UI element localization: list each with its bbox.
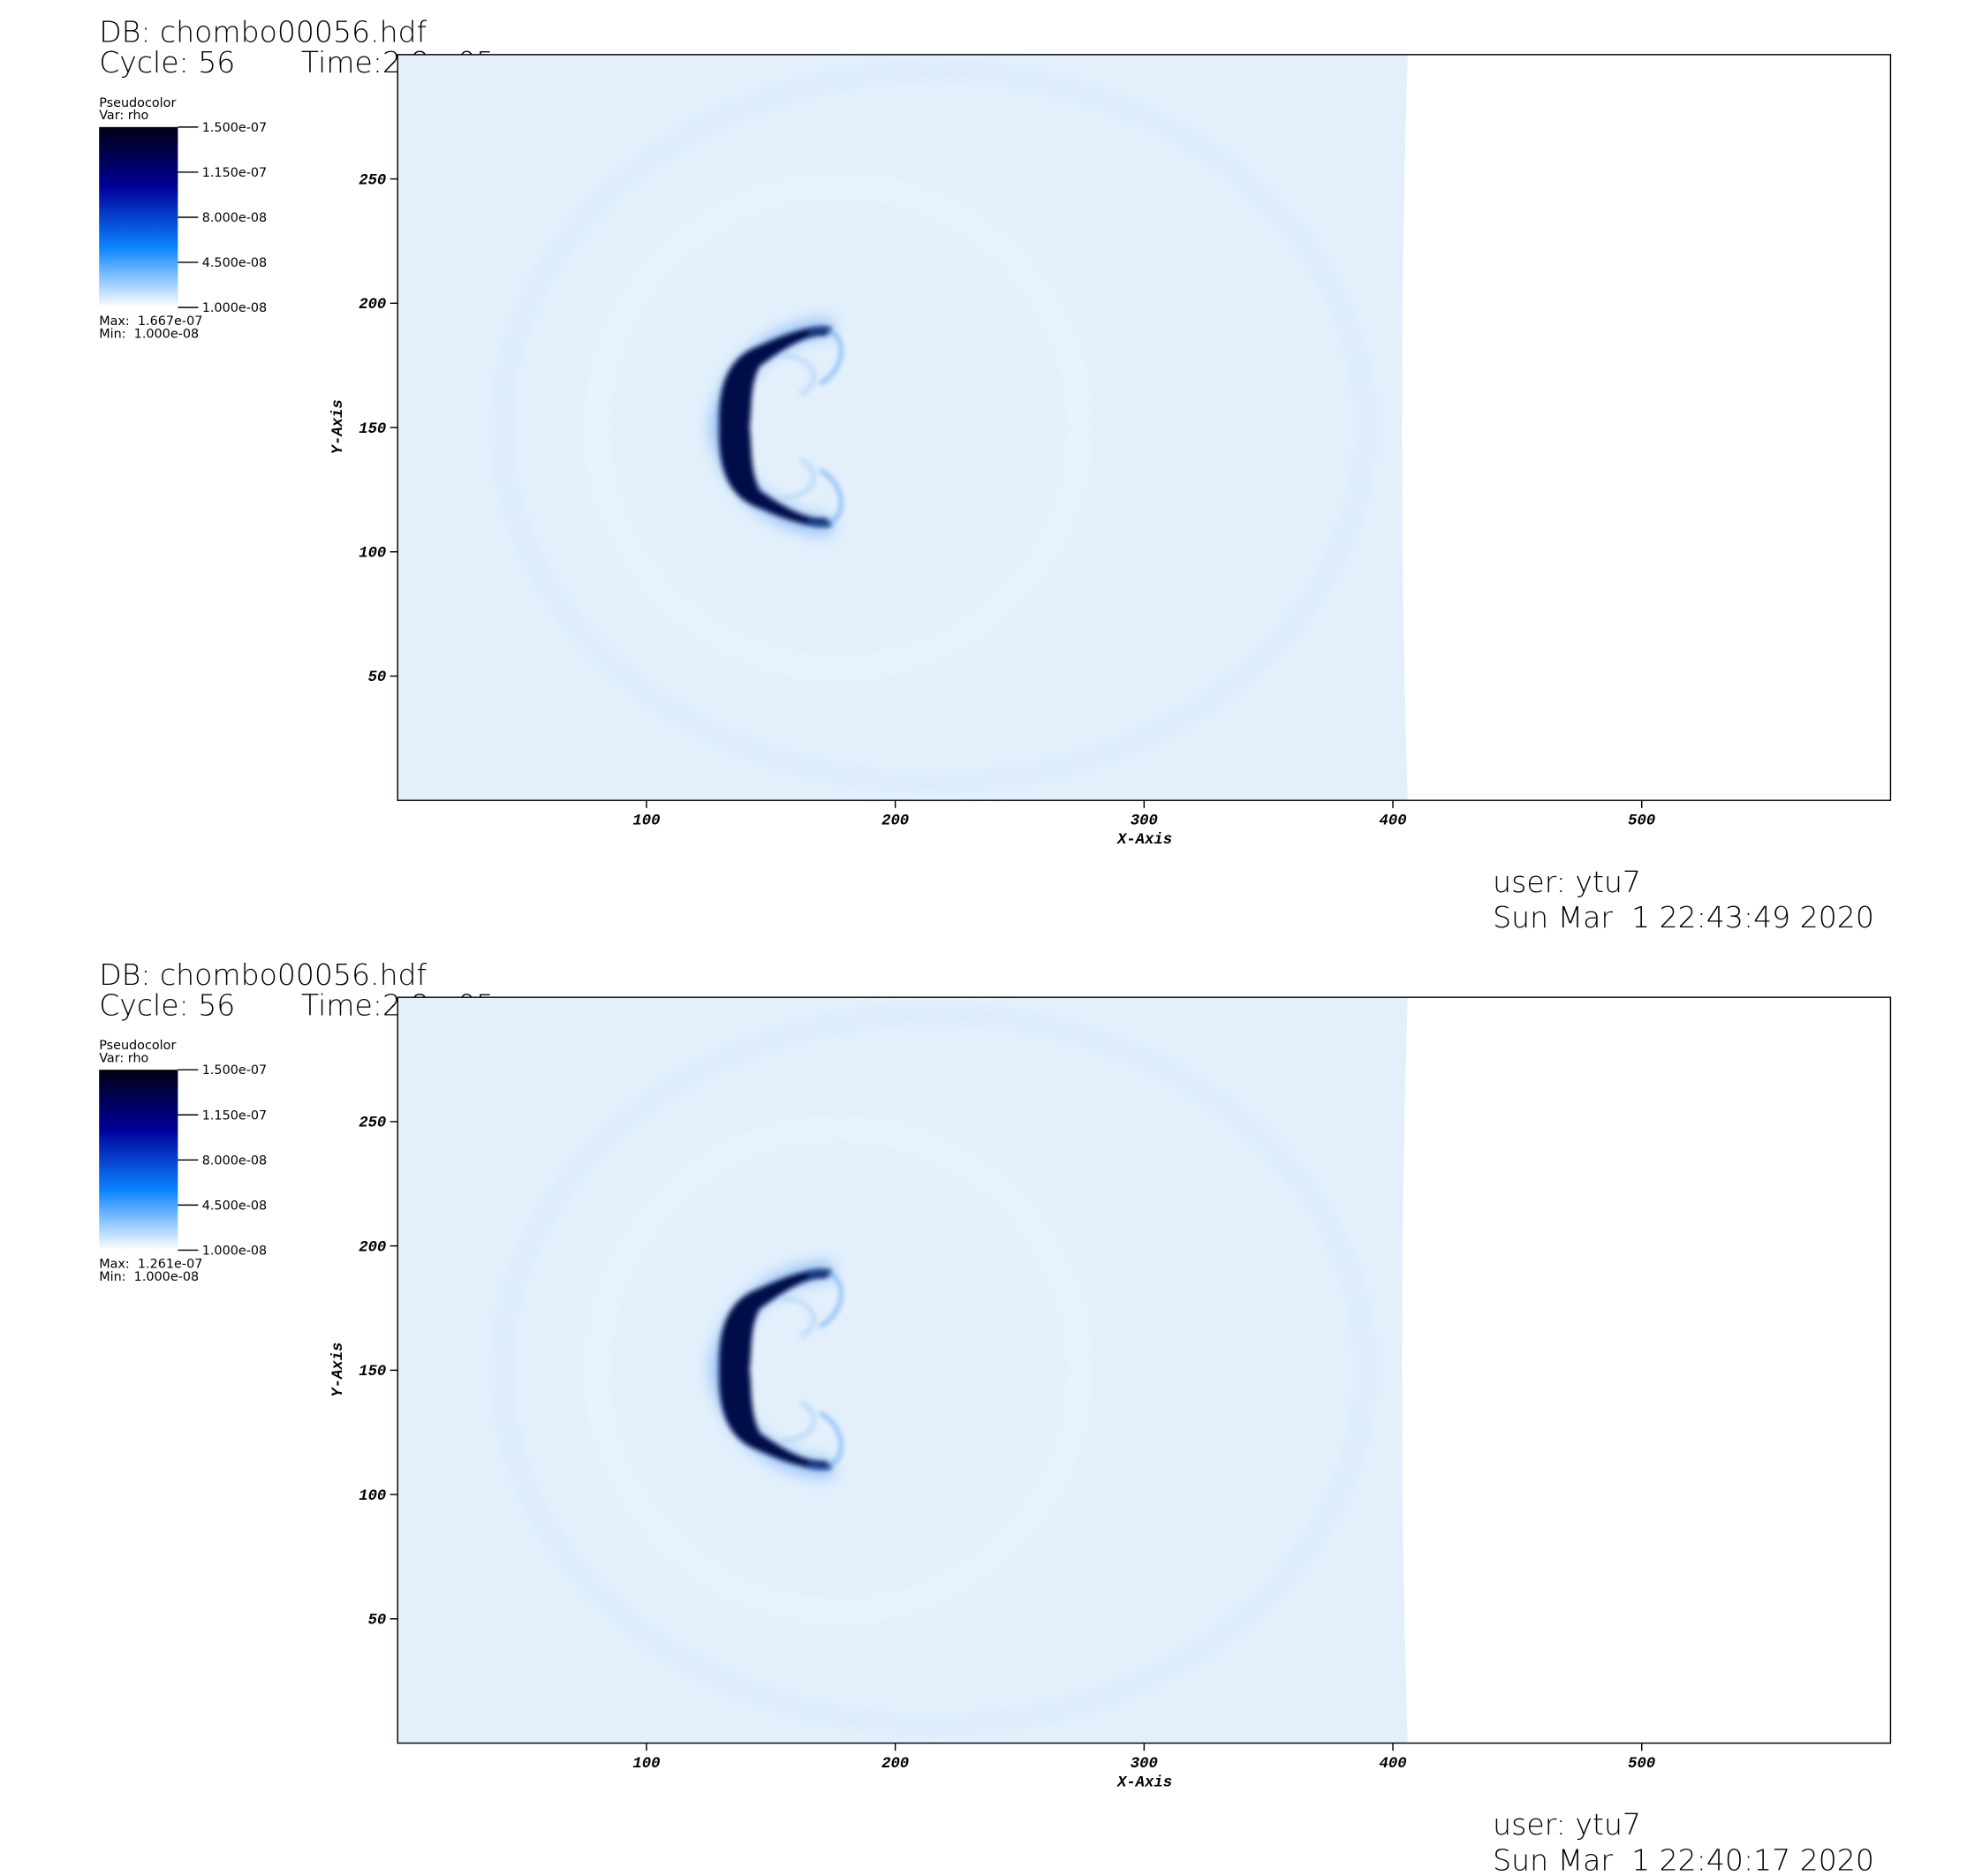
shock-front	[719, 327, 833, 527]
y-tick-label: 250	[359, 172, 386, 189]
colorbar-tick-label: 1.000e-08	[202, 1244, 267, 1258]
y-axis-label: Y-Axis	[330, 1343, 347, 1397]
y-tick-label: 100	[359, 1488, 386, 1505]
min-label: Min: 1.000e-08	[99, 328, 199, 342]
y-tick-label: 250	[359, 1116, 386, 1132]
colorbar-tick-label: 8.000e-08	[202, 1154, 267, 1168]
legend-title: Pseudocolor	[99, 1039, 176, 1053]
field-ring	[588, 1119, 1089, 1621]
y-tick-label: 150	[359, 1364, 386, 1381]
user-label: user: ytu7	[1493, 865, 1641, 899]
y-tick-label: 50	[368, 1613, 387, 1630]
x-tick-label: 300	[1131, 813, 1158, 830]
colorbar-tick-label: 4.500e-08	[202, 1199, 267, 1213]
y-tick-label: 200	[359, 1239, 386, 1256]
y-tick-label: 100	[359, 546, 386, 563]
max-label: Max: 1.667e-07	[99, 314, 202, 329]
field-ring	[496, 1007, 1373, 1732]
field-ring	[496, 64, 1373, 790]
x-tick-label: 200	[881, 1756, 909, 1773]
x-tick-label: 400	[1380, 1756, 1407, 1773]
legend-variable: Var: rho	[99, 109, 148, 123]
date-label: Sun Mar 1 22:40:17 2020	[1493, 1842, 1874, 1876]
colorbar-tick-label: 4.500e-08	[202, 256, 267, 270]
field-ring	[588, 176, 1089, 677]
field-background	[397, 997, 1408, 1744]
colorbar-tick-label: 1.150e-07	[202, 166, 267, 180]
colorbar-tick-label: 1.150e-07	[202, 1108, 267, 1123]
colorbar-tick-label: 1.500e-07	[202, 1063, 267, 1078]
cycle-label: Cycle: 56	[99, 45, 235, 79]
x-tick-label: 100	[632, 1756, 660, 1773]
colorbar	[99, 1070, 178, 1251]
legend-title: Pseudocolor	[99, 96, 176, 110]
min-label: Min: 1.000e-08	[99, 1270, 199, 1284]
colorbar-tick-label: 8.000e-08	[202, 211, 267, 225]
database-label: DB: chombo00056.hdf	[99, 957, 427, 992]
y-axis-label: Y-Axis	[330, 399, 347, 454]
x-tick-label: 300	[1131, 1756, 1158, 1773]
shock-front	[719, 1269, 833, 1470]
x-axis-label: X-Axis	[1116, 832, 1172, 849]
vortex	[807, 1270, 843, 1469]
vortex	[781, 1296, 817, 1444]
colorbar-tick-label: 1.000e-08	[202, 301, 267, 315]
vortex	[807, 328, 843, 526]
x-tick-label: 200	[881, 813, 909, 830]
x-tick-label: 100	[632, 813, 660, 830]
y-tick-label: 200	[359, 297, 386, 314]
user-label: user: ytu7	[1493, 1807, 1641, 1842]
database-label: DB: chombo00056.hdf	[99, 14, 427, 49]
date-label: Sun Mar 1 22:43:49 2020	[1493, 900, 1874, 934]
y-tick-label: 150	[359, 421, 386, 438]
x-tick-label: 500	[1628, 1756, 1655, 1773]
colorbar-tick-label: 1.500e-07	[202, 121, 267, 135]
legend-variable: Var: rho	[99, 1052, 148, 1066]
max-label: Max: 1.261e-07	[99, 1258, 202, 1272]
field-background	[397, 54, 1408, 801]
x-tick-label: 500	[1628, 813, 1655, 830]
x-tick-label: 400	[1380, 813, 1407, 830]
vortex	[781, 352, 817, 501]
cycle-label: Cycle: 56	[99, 987, 235, 1022]
x-axis-label: X-Axis	[1116, 1774, 1172, 1791]
colorbar	[99, 126, 178, 308]
y-tick-label: 50	[368, 669, 387, 686]
